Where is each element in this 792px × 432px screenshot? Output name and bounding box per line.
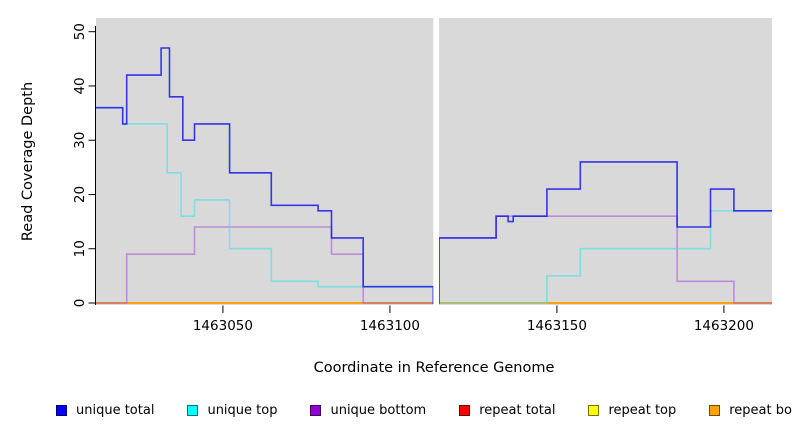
legend-label: unique total	[76, 402, 155, 418]
legend-swatch-icon	[709, 404, 721, 416]
legend-swatch-icon	[588, 404, 600, 416]
y-axis-title: Read Coverage Depth	[20, 82, 36, 241]
legend-item-repeat-top: repeat top	[588, 403, 676, 418]
legend-swatch-icon	[56, 404, 67, 416]
x-tick-label: 1463150	[527, 318, 587, 334]
y-tick-label: 20	[72, 186, 88, 203]
series-unique-top-line	[96, 106, 772, 304]
y-tick-label: 50	[72, 23, 88, 40]
x-tick-label: 1463050	[193, 318, 253, 334]
legend-label: unique bottom	[330, 402, 427, 418]
legend-label: repeat top	[608, 402, 677, 418]
x-tick-label: 1463200	[694, 318, 754, 334]
y-tick-label: 40	[72, 77, 88, 94]
y-tick-label: 0	[72, 299, 88, 308]
y-tick-label: 30	[72, 132, 88, 149]
coverage-plot: 0 10 20 30 40 50 1463050 1463100 1463150 1463200 R…	[20, 17, 772, 334]
series-unique-bottom-line	[96, 215, 772, 304]
legend-swatch-icon	[310, 404, 322, 416]
legend-label: repeat bottom	[729, 402, 792, 418]
x-axis-title: Coordinate in Reference Genome	[313, 360, 555, 376]
legend-item-unique-bottom: unique bottom	[310, 403, 426, 418]
y-tick-label: 10	[72, 240, 88, 257]
coverage-gap	[433, 17, 440, 306]
series-unique-total-line	[96, 47, 772, 304]
legend-swatch-icon	[459, 404, 471, 416]
legend-item-unique-total: unique total	[56, 403, 154, 418]
legend: unique total unique top unique bottom repea…	[0, 399, 792, 421]
legend-swatch-icon	[187, 404, 199, 416]
legend-item-unique-top: unique top	[187, 403, 277, 418]
legend-item-repeat-bottom: repeat bottom	[709, 403, 792, 418]
legend-item-repeat-total: repeat total	[459, 403, 555, 418]
legend-label: unique top	[207, 402, 278, 418]
x-tick-label: 1463100	[360, 318, 420, 334]
legend-label: repeat total	[479, 402, 556, 418]
